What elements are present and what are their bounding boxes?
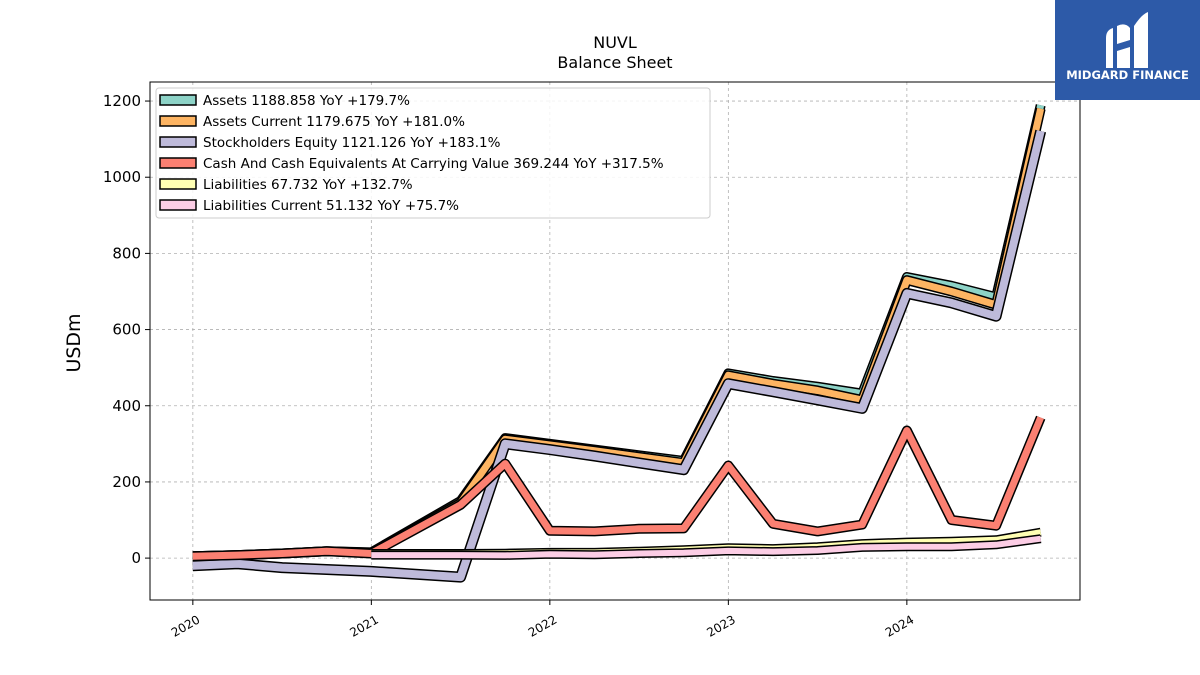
logo-mark-icon — [1106, 12, 1148, 68]
logo-text: MIDGARD FINANCE — [1066, 68, 1189, 82]
chart-title: NUVL — [593, 33, 637, 52]
y-tick-label: 800 — [112, 244, 141, 262]
legend-label: Cash And Cash Equivalents At Carrying Va… — [203, 156, 664, 172]
legend-label: Stockholders Equity 1121.126 YoY +183.1% — [203, 135, 501, 151]
x-tick-label: 2024 — [883, 612, 916, 639]
legend-label: Liabilities Current 51.132 YoY +75.7% — [203, 198, 459, 214]
legend-label: Liabilities 67.732 YoY +132.7% — [203, 177, 413, 193]
x-tick-label: 2020 — [169, 612, 202, 639]
x-tick-label: 2021 — [347, 612, 380, 639]
legend-label: Assets Current 1179.675 YoY +181.0% — [203, 114, 465, 130]
y-axis-label: USDm — [63, 313, 85, 372]
legend-label: Assets 1188.858 YoY +179.7% — [203, 93, 410, 109]
legend-swatch — [159, 94, 197, 106]
x-tick-label: 2022 — [526, 612, 559, 639]
legend-box — [155, 87, 711, 219]
y-tick-label: 1200 — [103, 92, 141, 110]
series-line — [192, 416, 1044, 560]
legend-swatch — [159, 157, 197, 169]
legend-swatch — [159, 178, 197, 190]
y-tick-label: 400 — [112, 397, 141, 415]
chart-subtitle: Balance Sheet — [557, 53, 672, 72]
x-tick-label: 2023 — [704, 612, 737, 639]
plot-frame — [149, 81, 1081, 601]
legend-swatch — [159, 115, 197, 127]
legend-swatch — [159, 199, 197, 211]
legend: Assets 1188.858 YoY +179.7% Assets Curren… — [155, 87, 711, 219]
series-line — [192, 130, 1045, 582]
series-layer — [192, 104, 1047, 583]
y-tick-label: 200 — [112, 473, 141, 491]
series-line — [371, 535, 1042, 559]
y-tick-label: 0 — [131, 549, 141, 567]
y-tick-label: 1000 — [103, 168, 141, 186]
legend-swatch — [159, 136, 197, 148]
midgard-finance-logo: MIDGARD FINANCE — [1055, 0, 1200, 100]
y-tick-label: 600 — [112, 321, 141, 339]
